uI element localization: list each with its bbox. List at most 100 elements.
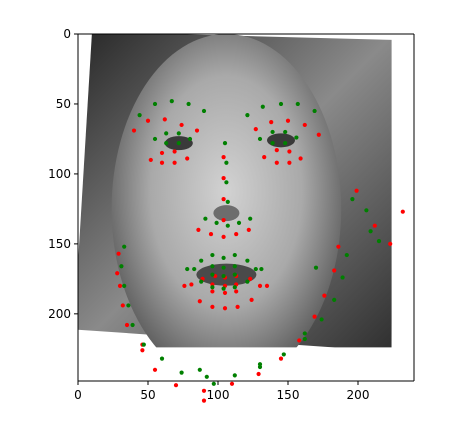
data-point (221, 265, 226, 270)
data-point (350, 197, 355, 202)
data-point (122, 283, 127, 288)
data-point (281, 352, 286, 357)
data-point (199, 279, 204, 284)
data-point (194, 128, 200, 133)
data-point (232, 373, 237, 378)
data-point (302, 331, 307, 336)
data-point (214, 220, 219, 225)
data-point (260, 104, 265, 109)
data-point (148, 157, 153, 163)
data-point (199, 258, 204, 263)
data-point (210, 289, 215, 294)
data-point (248, 216, 253, 221)
data-point (119, 264, 124, 269)
data-point (283, 141, 288, 146)
data-point (222, 290, 228, 295)
y-tick-label: 0 (63, 27, 71, 41)
data-point (130, 322, 135, 328)
data-point (122, 244, 127, 249)
data-point (354, 188, 359, 193)
data-point (302, 336, 307, 342)
data-point (245, 113, 250, 118)
data-point (221, 155, 226, 160)
data-point (159, 150, 165, 156)
data-point (182, 283, 187, 288)
data-point (201, 108, 207, 114)
data-point (283, 129, 288, 135)
data-point (236, 220, 242, 225)
data-point (257, 283, 263, 288)
data-point (185, 156, 190, 161)
data-point (221, 176, 226, 181)
data-point (221, 217, 226, 223)
data-point (287, 160, 292, 165)
data-point (253, 266, 258, 272)
data-point (246, 227, 251, 232)
data-point (176, 141, 181, 146)
data-point (340, 275, 345, 280)
data-point (196, 227, 201, 232)
data-point (248, 276, 253, 281)
data-point (253, 127, 258, 132)
y-tick-label: 50 (56, 97, 71, 111)
data-point (210, 272, 215, 277)
data-point (234, 289, 239, 294)
data-point (120, 303, 125, 308)
x-tick-label: 0 (74, 388, 82, 402)
data-point (159, 356, 165, 361)
data-point (117, 283, 123, 288)
data-point (245, 258, 250, 263)
mouth-shape (196, 263, 257, 286)
data-point (232, 272, 237, 277)
data-point (225, 199, 230, 205)
data-point (332, 268, 337, 273)
y-tick-label: 150 (48, 237, 71, 251)
face-shape (111, 34, 342, 348)
data-point (235, 304, 240, 309)
data-point (336, 244, 341, 249)
data-point (259, 266, 264, 272)
data-point (287, 149, 292, 154)
data-point (274, 160, 279, 165)
x-tick-label: 100 (207, 388, 230, 402)
data-point (274, 148, 279, 153)
data-point (124, 322, 130, 328)
data-point (295, 101, 300, 107)
data-point (372, 223, 377, 228)
data-point (208, 231, 214, 237)
data-point (197, 367, 202, 372)
data-point (131, 128, 137, 133)
data-point (322, 293, 327, 298)
data-point (332, 297, 337, 302)
data-point (137, 113, 142, 118)
data-point (186, 101, 191, 107)
data-point (222, 306, 228, 311)
data-point (179, 122, 184, 128)
data-point (264, 283, 270, 288)
data-point (176, 131, 181, 136)
data-point (152, 367, 158, 372)
data-point (269, 120, 274, 125)
y-tick-label: 100 (48, 167, 71, 181)
data-point (159, 160, 165, 165)
data-point (316, 132, 321, 137)
data-point (210, 285, 215, 290)
y-axis-ticks: 0 50 100 150 200 (48, 27, 78, 321)
data-point (364, 208, 369, 213)
data-point (297, 338, 302, 343)
data-point (162, 117, 167, 122)
data-point (179, 370, 184, 375)
y-tick-label: 200 (48, 307, 71, 321)
data-point (210, 304, 215, 309)
face-image (78, 34, 392, 348)
data-point (222, 141, 228, 146)
data-point (201, 398, 207, 403)
data-point (270, 141, 275, 146)
data-point (211, 381, 216, 386)
data-point (145, 118, 151, 123)
data-point (249, 297, 254, 302)
data-point (141, 342, 146, 347)
nose-shape (213, 205, 240, 222)
data-point (164, 141, 169, 146)
data-point (376, 238, 382, 244)
